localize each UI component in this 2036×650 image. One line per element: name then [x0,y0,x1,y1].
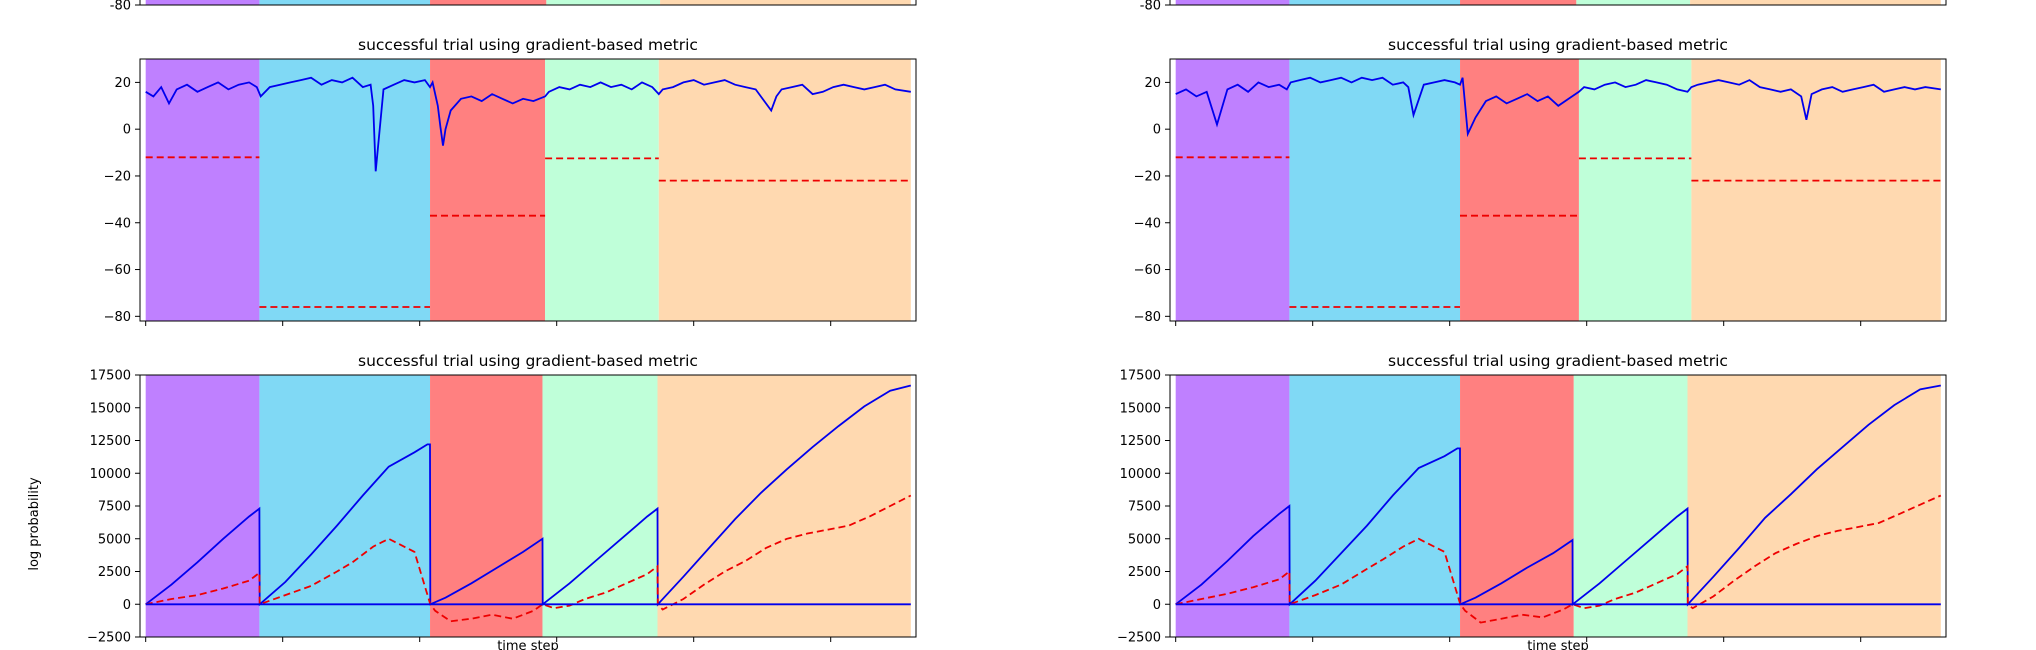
phase-band [1460,0,1577,5]
chart-top-right-partial: -80 [1140,0,1947,14]
y-tick-label: −80 [104,310,131,325]
phase-band [430,375,543,637]
solid-series-line [145,76,911,172]
y-tick-label: 12500 [90,434,131,449]
axes-frame [139,0,917,6]
y-tick-label: 17500 [90,369,131,384]
phase-band [657,375,911,637]
y-axis-label: log probability [27,477,42,571]
x-axis-label: time step [1527,639,1589,650]
solid-series-line [1175,384,1941,607]
phase-band [658,59,911,321]
phase-band [660,0,911,5]
plot-area [145,0,911,5]
y-tick-label: −2500 [1117,631,1161,646]
y-tick-label: −60 [1134,263,1161,278]
phase-band [1576,0,1691,5]
axes-frame [139,58,917,322]
chart-metric-left: 20 0 −20 −40 −60 −80 successful trial using gr… [104,36,917,326]
y-tick-label: 2500 [98,565,131,580]
dashed-series-line [145,494,912,623]
chart-title: successful trial using gradient-based me… [358,352,698,370]
y-tick-label: 20 [114,76,131,91]
phase-band [1289,59,1461,321]
phase-band [545,59,659,321]
phase-band [259,375,431,637]
y-tick-label: 5000 [1128,532,1161,547]
y-tick-label: -80 [110,0,131,14]
phase-band [1460,59,1579,321]
phase-band [1690,0,1941,5]
x-axis-label: time step [497,639,559,650]
plot-area [1175,375,1942,637]
phase-band [1175,0,1290,5]
y-tick-label: −40 [1134,216,1161,231]
phase-band [1573,375,1688,637]
phase-band [1289,375,1461,637]
phase-band [1175,375,1290,637]
plot-area [145,59,911,321]
chart-title: successful trial using gradient-based me… [1388,36,1728,54]
y-tick-label: -80 [1140,0,1161,14]
chart-top-left-partial: -80 [110,0,917,14]
phase-band [1578,59,1692,321]
y-tick-label: 12500 [1120,434,1161,449]
phase-band [145,375,260,637]
plot-area [1175,0,1941,5]
axes-frame [1169,58,1947,322]
chart-panels: -80 -80 20 0 −20 −40 −60 −80 successful trial us… [27,0,1947,650]
phase-band [1460,375,1574,637]
y-tick-label: 7500 [98,500,131,515]
phase-band [1687,375,1941,637]
solid-series-line [145,384,912,607]
y-tick-label: 0 [123,598,131,613]
phase-band [546,0,661,5]
y-tick-label: 0 [1153,598,1161,613]
y-tick-label: 15000 [90,401,131,416]
phase-band [542,375,658,637]
y-tick-label: 10000 [90,467,131,482]
y-tick-label: 0 [123,123,131,138]
plot-area [145,375,912,637]
y-tick-label: −40 [104,216,131,231]
plot-area [1175,59,1941,321]
axes-frame [1169,0,1947,6]
y-tick-label: 7500 [1128,500,1161,515]
y-tick-label: 17500 [1120,369,1161,384]
phase-band [145,0,260,5]
y-tick-label: 10000 [1120,467,1161,482]
phase-band [1175,59,1290,321]
phase-band [1289,0,1461,5]
phase-band [430,59,546,321]
chart-title: successful trial using gradient-based me… [1388,352,1728,370]
phase-band [259,0,431,5]
y-tick-label: 20 [1144,76,1161,91]
y-tick-label: −20 [1134,169,1161,184]
y-tick-label: 15000 [1120,401,1161,416]
phase-band [430,0,547,5]
y-tick-label: −20 [104,169,131,184]
chart-metric-right: 20 0 −20 −40 −60 −80 successful trial using gr… [1134,36,1947,326]
chart-logprob-right: 17500 15000 12500 10000 7500 5000 2500 0 −2500 su… [1117,352,1947,650]
y-tick-label: 0 [1153,123,1161,138]
y-tick-label: −2500 [87,631,131,646]
chart-logprob-left: 17500 15000 12500 10000 7500 5000 2500 0 −2500 su… [27,352,917,650]
phase-band [259,59,431,321]
phase-band [145,59,260,321]
y-tick-label: −60 [104,263,131,278]
y-tick-label: −80 [1134,310,1161,325]
solid-series-line [1175,76,1941,138]
phase-band [1691,59,1941,321]
y-tick-label: 5000 [98,532,131,547]
chart-title: successful trial using gradient-based me… [358,36,698,54]
y-tick-label: 2500 [1128,565,1161,580]
